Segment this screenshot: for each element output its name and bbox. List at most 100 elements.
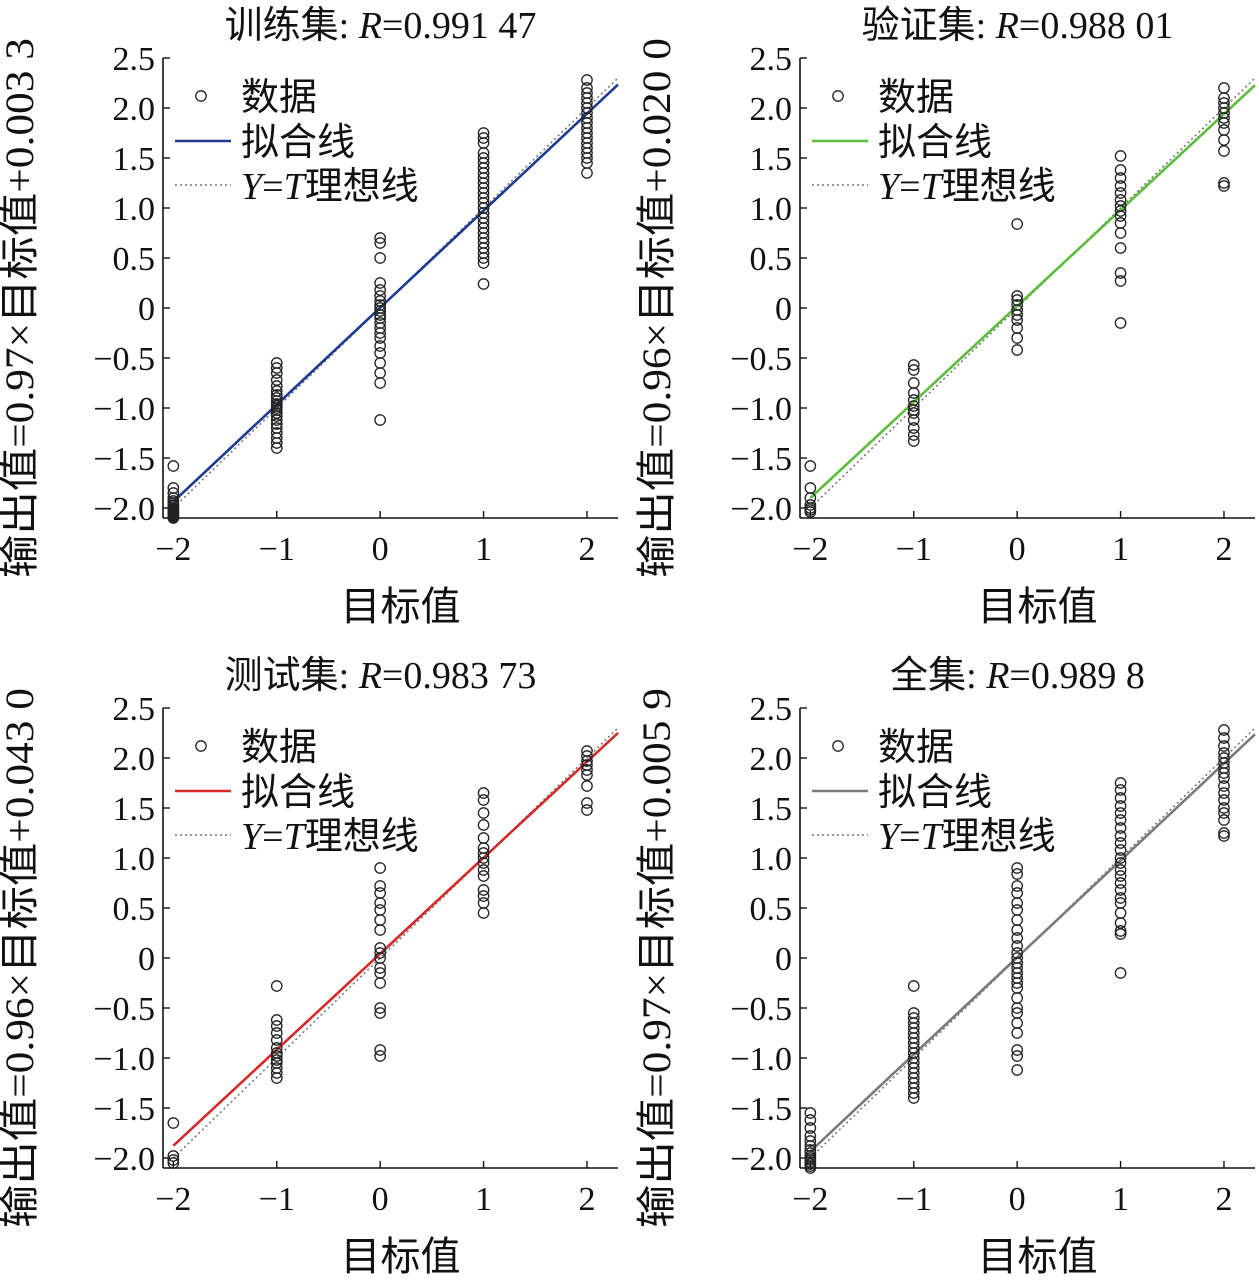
data-point bbox=[477, 832, 490, 844]
ideal-line bbox=[172, 727, 619, 1159]
x-tick-label: 1 bbox=[1112, 531, 1129, 568]
data-point bbox=[1011, 868, 1024, 880]
data-point bbox=[581, 764, 593, 776]
data-point bbox=[477, 807, 490, 819]
y-tick-label: 0 bbox=[138, 941, 155, 978]
data-point bbox=[270, 414, 283, 426]
ideal-name-y: Y bbox=[878, 166, 903, 208]
legend-data-label: 数据 bbox=[878, 77, 954, 119]
data-point bbox=[374, 305, 387, 317]
data-point bbox=[1218, 794, 1230, 806]
panel-title: 测试集: R=0.983 73 bbox=[225, 655, 537, 697]
y-tick-label: 1.0 bbox=[750, 191, 793, 228]
y-tick-label: 1.0 bbox=[113, 191, 156, 228]
data-point bbox=[1114, 205, 1127, 217]
data-point bbox=[1011, 332, 1024, 344]
data-point bbox=[1011, 887, 1024, 899]
data-point bbox=[167, 512, 180, 524]
y-tick-label: −1.5 bbox=[93, 441, 155, 478]
data-point bbox=[907, 429, 920, 441]
x-tick-label: 2 bbox=[578, 531, 595, 568]
y-tick-label: −2.0 bbox=[730, 491, 792, 528]
fit-line bbox=[172, 83, 619, 503]
data-point bbox=[1218, 117, 1230, 129]
data-point bbox=[804, 499, 817, 511]
y-tick-label: 0.5 bbox=[750, 241, 793, 278]
y-tick-label: 0 bbox=[775, 291, 792, 328]
data-point bbox=[1218, 802, 1230, 814]
data-point bbox=[1011, 1044, 1024, 1056]
data-point bbox=[1114, 870, 1127, 882]
data-point bbox=[477, 864, 490, 876]
x-tick-label: 1 bbox=[475, 1181, 492, 1218]
data-point bbox=[270, 1027, 283, 1039]
ideal-name-y: Y bbox=[878, 816, 903, 858]
data-point bbox=[1114, 267, 1127, 279]
y-tick-label: −1.0 bbox=[730, 391, 792, 428]
data-point bbox=[477, 819, 490, 831]
data-point bbox=[374, 1050, 387, 1062]
y-tick-label: 1.5 bbox=[750, 141, 793, 178]
data-point bbox=[581, 780, 593, 792]
legend-fit-label: 拟合线 bbox=[878, 772, 992, 814]
data-point bbox=[477, 787, 490, 799]
data-point bbox=[1218, 732, 1230, 744]
data-point bbox=[374, 290, 387, 302]
y-tick-label: −1.0 bbox=[730, 1041, 792, 1078]
legend-ideal-label: Y=T理想线 bbox=[878, 166, 1056, 208]
data-point bbox=[581, 152, 593, 164]
data-point bbox=[1114, 807, 1127, 819]
data-point bbox=[1011, 322, 1024, 334]
data-point bbox=[374, 277, 387, 289]
data-point bbox=[374, 237, 387, 249]
y-tick-label: 0.5 bbox=[750, 891, 793, 928]
y-tick-label: 1.0 bbox=[750, 841, 793, 878]
data-point bbox=[270, 410, 283, 422]
data-point bbox=[270, 1072, 283, 1084]
data-point bbox=[1011, 314, 1024, 326]
panel-title: 验证集: R=0.988 01 bbox=[862, 5, 1174, 47]
legend-data-marker bbox=[195, 90, 207, 102]
data-point bbox=[907, 377, 920, 389]
title-suffix: =0.991 47 bbox=[382, 5, 536, 47]
data-point bbox=[270, 1042, 283, 1054]
legend-ideal-label: Y=T理想线 bbox=[241, 166, 419, 208]
data-point bbox=[477, 852, 490, 864]
data-point bbox=[907, 1092, 920, 1104]
data-point bbox=[581, 797, 593, 809]
data-point bbox=[477, 884, 490, 896]
legend-fit-label: 拟合线 bbox=[878, 122, 992, 164]
y-tick-label: 1.5 bbox=[113, 141, 156, 178]
x-axis-title: 目标值 bbox=[341, 1234, 461, 1279]
data-points bbox=[167, 74, 593, 524]
ideal-name-suffix: 理想线 bbox=[942, 816, 1056, 858]
data-point bbox=[374, 862, 387, 874]
data-point bbox=[1114, 217, 1127, 229]
x-tick-label: −2 bbox=[792, 531, 828, 568]
ideal-name-eq: = bbox=[262, 816, 283, 858]
data-point bbox=[1011, 1064, 1024, 1076]
data-point bbox=[374, 1007, 387, 1019]
legend-data-label: 数据 bbox=[241, 77, 317, 119]
data-point bbox=[1218, 112, 1230, 124]
data-point bbox=[167, 1150, 180, 1162]
data-point bbox=[270, 1014, 283, 1026]
data-point bbox=[374, 340, 387, 352]
data-point bbox=[270, 1020, 283, 1032]
ideal-line bbox=[172, 77, 619, 509]
ideal-name-t: T bbox=[284, 816, 308, 858]
data-point bbox=[270, 1067, 283, 1079]
y-tick-label: −2.0 bbox=[93, 491, 155, 528]
data-point bbox=[907, 400, 920, 412]
x-tick-label: −2 bbox=[155, 531, 191, 568]
data-point bbox=[907, 1087, 920, 1099]
data-point bbox=[1114, 187, 1127, 199]
data-point bbox=[1218, 124, 1230, 136]
data-point bbox=[1218, 145, 1230, 157]
data-point bbox=[1114, 227, 1127, 239]
y-tick-label: −1.5 bbox=[93, 1091, 155, 1128]
data-point bbox=[270, 1050, 283, 1062]
data-point bbox=[1011, 897, 1024, 909]
y-tick-label: 1.5 bbox=[750, 791, 793, 828]
